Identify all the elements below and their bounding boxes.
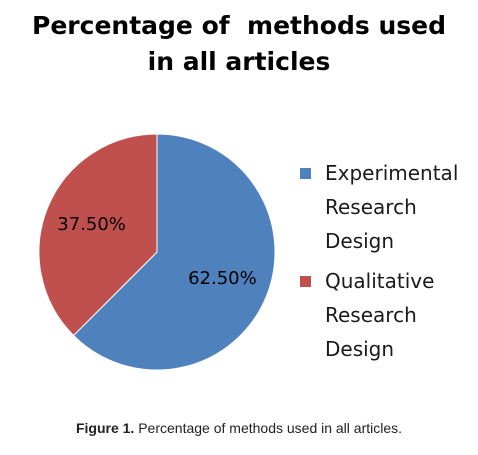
data-label-experimental: 62.50% [188,268,257,289]
figure-caption: Figure 1. Percentage of methods used in … [0,420,478,436]
data-label-qualitative: 37.50% [57,214,126,235]
chart-legend: Experimental Research Design Qualitative… [300,156,475,372]
caption-prefix: Figure 1. [75,420,135,436]
legend-item-qualitative: Qualitative Research Design [300,264,475,366]
caption-text: Percentage of methods used in all articl… [134,420,403,436]
legend-item-experimental: Experimental Research Design [300,156,475,258]
chart-title: Percentage of methods used in all articl… [32,11,446,76]
pie-slice-experimental [72,133,276,371]
legend-swatch-qualitative [300,276,311,287]
pie-slice-qualitative [38,133,158,337]
legend-label-qualitative: Qualitative Research Design [325,269,435,361]
legend-label-experimental: Experimental Research Design [325,161,459,253]
legend-swatch-experimental [300,168,311,179]
